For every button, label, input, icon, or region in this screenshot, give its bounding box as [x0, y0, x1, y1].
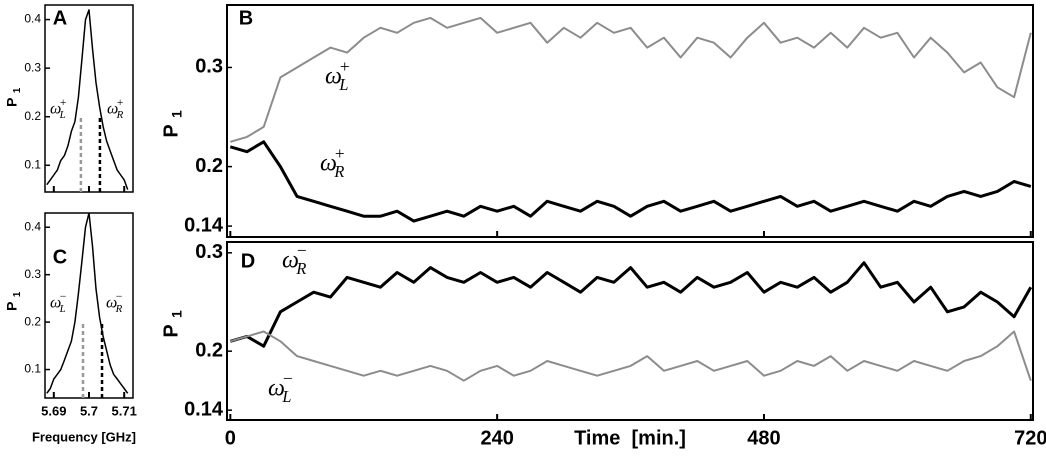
- y-label-text: P: [160, 324, 182, 337]
- series-line: [229, 261, 1033, 348]
- series-line: [229, 140, 1032, 223]
- plot-frame: [226, 4, 1034, 238]
- y-tick-label: 0.3: [195, 56, 223, 78]
- label-sup: +: [340, 57, 350, 76]
- label-sub: L: [59, 109, 66, 121]
- x-axis-label: Frequency [GHz]: [32, 429, 136, 444]
- panel-letter: C: [53, 246, 67, 268]
- x-tick-label: 480: [747, 427, 780, 449]
- y-tick-label: 0.3: [24, 60, 41, 74]
- x-axis-label: Time [min.]: [574, 427, 686, 449]
- label-symbol: ω: [50, 295, 61, 312]
- y-axis-label: P1: [160, 310, 184, 338]
- label-symbol: ω: [325, 64, 342, 90]
- label-sub: L: [338, 75, 348, 94]
- panel-letter: D: [241, 250, 255, 272]
- y-tick-label: 0.2: [195, 339, 223, 361]
- label-symbol: ω: [50, 101, 61, 118]
- y-tick-label: 0.1: [24, 362, 41, 376]
- x-tick-label: 5.69: [41, 403, 66, 418]
- y-tick-label: 0.2: [195, 155, 223, 177]
- y-tick-label: 0.14: [184, 214, 224, 236]
- y-tick-label: 0.3: [195, 241, 223, 263]
- x-tick-label: 720: [1014, 427, 1046, 449]
- y-label-text: P: [4, 98, 20, 107]
- y-label-text: P: [160, 124, 182, 137]
- label-symbol: ω: [320, 151, 337, 177]
- label-sub: L: [281, 387, 291, 406]
- label-sup: −: [116, 291, 123, 303]
- label-sub: R: [333, 162, 344, 181]
- label-sup: +: [117, 97, 124, 109]
- y-label-sub: 1: [169, 110, 185, 118]
- label-sup: −: [297, 241, 307, 260]
- series-line: [230, 330, 1032, 382]
- label-sub: R: [115, 303, 123, 315]
- panel-letter: B: [239, 7, 253, 29]
- y-label-text: P: [4, 302, 20, 311]
- x-tick-label: 5.71: [112, 403, 137, 418]
- x-tick-label: 240: [480, 427, 513, 449]
- y-label-sub: 1: [12, 291, 23, 297]
- y-tick-label: 0.3: [24, 267, 41, 281]
- label-sub: L: [59, 303, 66, 315]
- label-symbol: ω: [282, 248, 299, 274]
- label-symbol: ω: [106, 295, 117, 312]
- series-line: [230, 16, 1032, 143]
- y-label-sub: 1: [12, 87, 23, 93]
- label-sub: R: [295, 259, 306, 278]
- y-tick-label: 0.2: [24, 314, 41, 328]
- y-tick-label: 0.14: [184, 398, 224, 420]
- y-tick-label: 0.4: [24, 219, 41, 233]
- x-tick-label: 5.7: [80, 403, 98, 418]
- label-sup: −: [283, 369, 293, 388]
- y-label-sub: 1: [169, 310, 185, 318]
- series-line: [46, 213, 129, 394]
- label-symbol: ω: [107, 101, 118, 118]
- y-tick-label: 0.4: [24, 12, 41, 26]
- x-tick-label: 0: [225, 427, 236, 449]
- plot-frame: [226, 241, 1034, 421]
- label-sub: R: [116, 109, 124, 121]
- y-axis-label: P1: [4, 291, 23, 311]
- panel-letter: A: [53, 7, 67, 29]
- y-axis-label: P1: [4, 87, 23, 107]
- label-sup: −: [60, 291, 67, 303]
- y-axis-label: P1: [160, 110, 184, 138]
- label-sup: +: [335, 144, 345, 163]
- label-symbol: ω: [268, 376, 285, 402]
- y-tick-label: 0.1: [24, 157, 41, 171]
- series-line: [46, 9, 129, 190]
- y-tick-label: 0.2: [24, 109, 41, 123]
- label-sup: +: [60, 97, 67, 109]
